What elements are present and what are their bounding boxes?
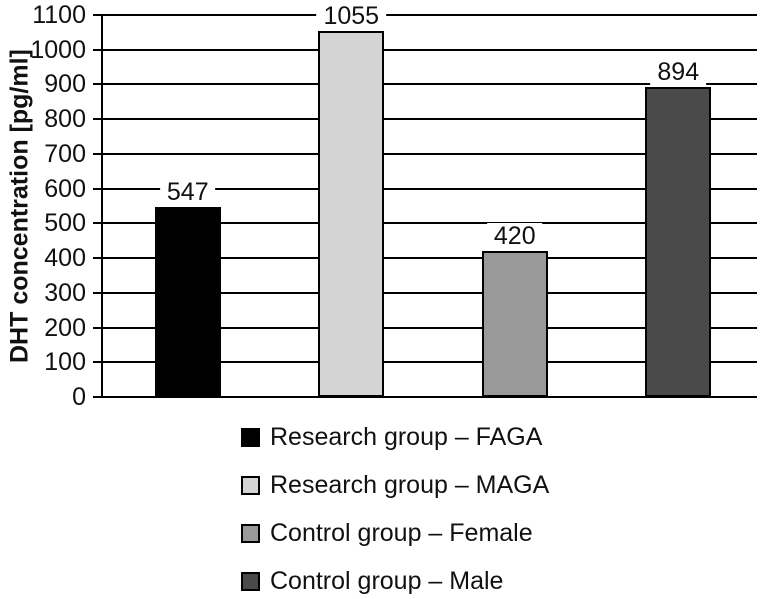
y-tick-label: 700 <box>44 139 86 168</box>
gridline <box>93 48 757 51</box>
gridline <box>93 361 757 364</box>
legend-row: Control group – Female <box>241 520 549 546</box>
y-tick-label: 100 <box>44 348 86 377</box>
legend-swatch <box>241 475 260 495</box>
bar <box>154 207 221 397</box>
legend-swatch <box>241 523 260 543</box>
legend: Research group – FAGA Research group – MA… <box>241 424 549 594</box>
y-tick-label: 1000 <box>30 35 86 64</box>
gridline <box>93 222 757 225</box>
bar <box>645 86 712 397</box>
gridline <box>93 83 757 86</box>
gridline <box>93 257 757 260</box>
gridline <box>93 396 757 398</box>
gridline <box>93 291 757 294</box>
y-tick-label: 900 <box>44 70 86 99</box>
y-tick-label: 500 <box>44 209 86 238</box>
bar-data-label: 420 <box>486 223 543 250</box>
gridline <box>93 326 757 329</box>
bar <box>481 251 548 397</box>
bar-data-label: 1055 <box>316 2 387 29</box>
legend-swatch <box>241 427 260 447</box>
gridline <box>93 118 757 121</box>
legend-label: Research group – FAGA <box>270 423 543 451</box>
bar-data-label: 894 <box>650 58 707 85</box>
y-tick-label: 300 <box>44 278 86 307</box>
legend-row: Research group – MAGA <box>241 472 549 498</box>
bar-data-label: 547 <box>159 179 216 206</box>
y-tick-label: 800 <box>44 105 86 134</box>
legend-label: Control group – Female <box>270 519 533 547</box>
y-tick-label: 200 <box>44 313 86 342</box>
gridline <box>93 152 757 155</box>
gridline <box>93 14 757 16</box>
y-tick-label: 1100 <box>32 1 86 29</box>
legend-row: Control group – Male <box>241 568 549 594</box>
plot-area: 547 1055 420 894 <box>93 2 757 398</box>
gridline <box>93 187 757 190</box>
y-axis-title: DHT concentration [pg/ml] <box>5 49 34 363</box>
y-tick-label: 0 <box>72 383 86 411</box>
y-tick-label: 600 <box>44 174 86 203</box>
legend-label: Research group – MAGA <box>270 471 550 499</box>
bar <box>318 30 385 397</box>
legend-swatch <box>241 571 260 591</box>
y-tick-label: 400 <box>44 244 86 273</box>
legend-label: Control group – Male <box>270 567 504 595</box>
legend-row: Research group – FAGA <box>241 424 549 450</box>
